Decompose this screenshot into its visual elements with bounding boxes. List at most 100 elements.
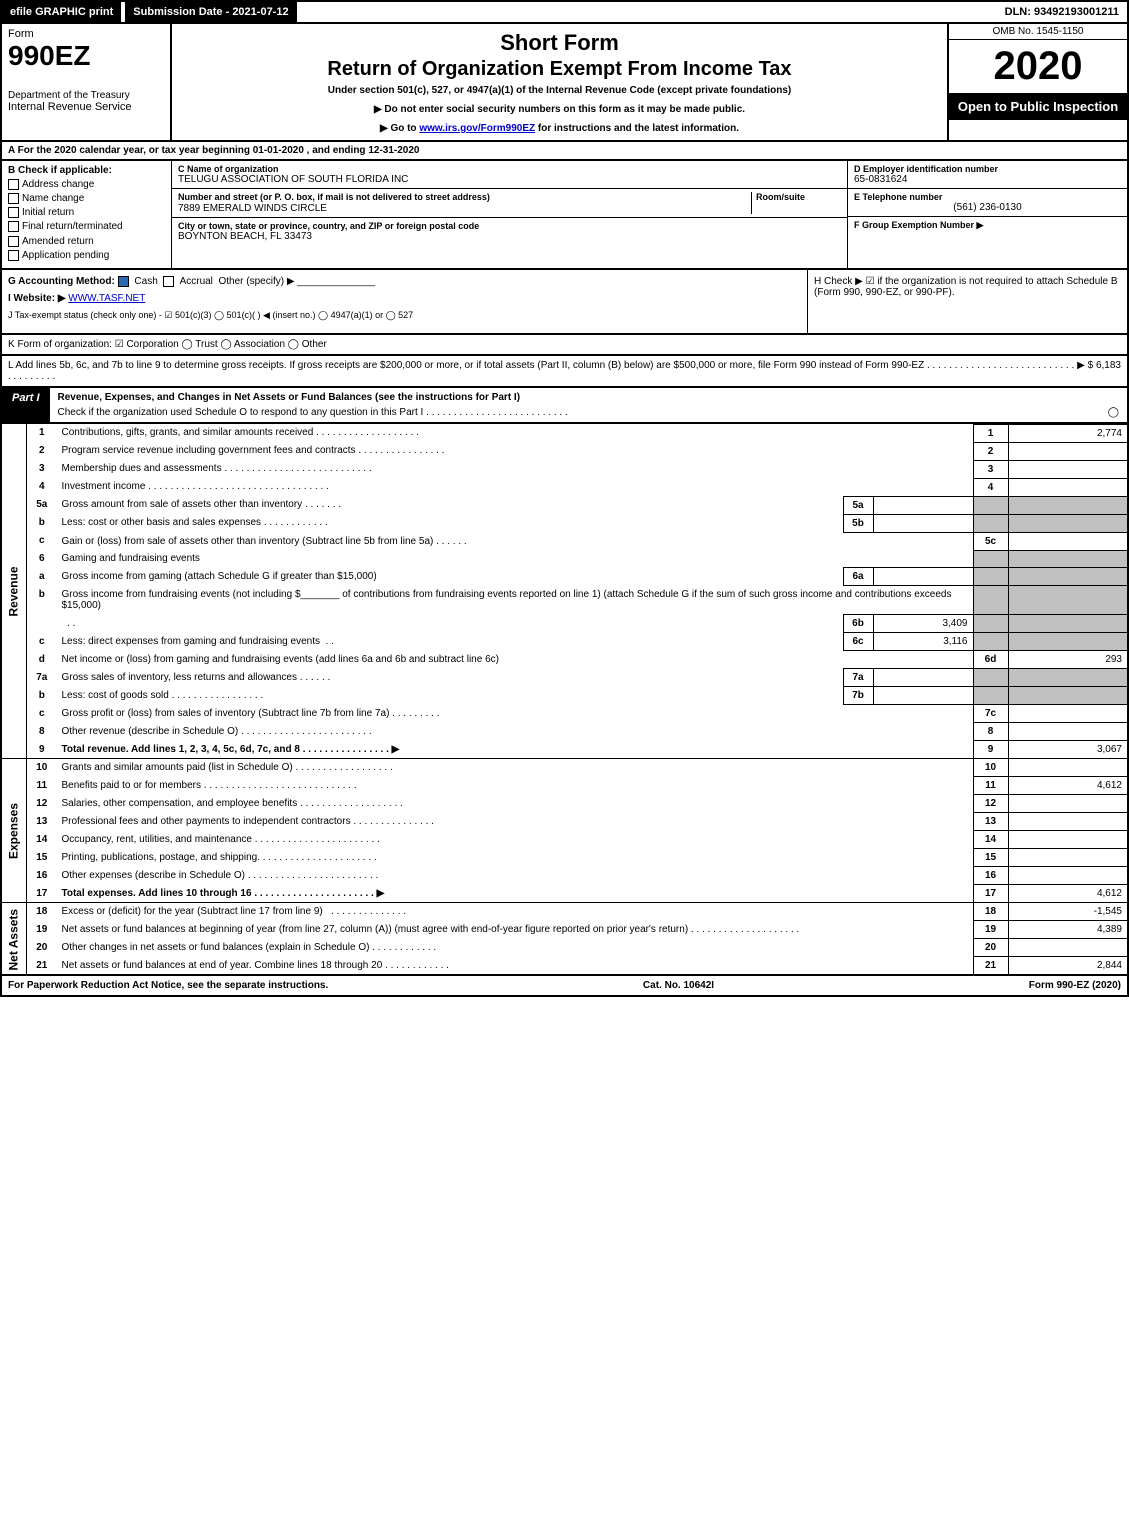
line-5c-val [1008, 532, 1128, 550]
column-c-org-info: C Name of organization TELUGU ASSOCIATIO… [172, 161, 847, 268]
line-4-val [1008, 478, 1128, 496]
title-return: Return of Organization Exempt From Incom… [182, 58, 937, 81]
line-18-val: -1,545 [1008, 903, 1128, 921]
subtitle: Under section 501(c), 527, or 4947(a)(1)… [182, 85, 937, 96]
form-header: Form 990EZ Department of the Treasury In… [0, 22, 1129, 142]
city-label: City or town, state or province, country… [178, 221, 841, 231]
cb-initial-return[interactable]: Initial return [8, 207, 165, 218]
irs-label: Internal Revenue Service [8, 101, 164, 113]
city-state-zip: BOYNTON BEACH, FL 33473 [178, 231, 841, 242]
cb-amended-return[interactable]: Amended return [8, 236, 165, 247]
part1-title: Revenue, Expenses, and Changes in Net As… [50, 388, 1127, 407]
col-b-header: B Check if applicable: [8, 165, 165, 176]
line-20-desc: Other changes in net assets or fund bala… [62, 942, 370, 953]
year-block: OMB No. 1545-1150 2020 Open to Public In… [947, 24, 1127, 140]
line-13-desc: Professional fees and other payments to … [62, 816, 351, 827]
line-3-desc: Membership dues and assessments [62, 463, 222, 474]
footer-mid: Cat. No. 10642I [643, 980, 714, 991]
top-bar: efile GRAPHIC print Submission Date - 20… [0, 0, 1129, 22]
line-6b-sub: 3,409 [873, 615, 973, 633]
line-9-desc: Total revenue. Add lines 1, 2, 3, 4, 5c,… [62, 744, 300, 755]
submission-date: Submission Date - 2021-07-12 [121, 2, 296, 22]
page-footer: For Paperwork Reduction Act Notice, see … [0, 976, 1129, 997]
line-8-desc: Other revenue (describe in Schedule O) [62, 726, 239, 737]
revenue-label: Revenue [1, 424, 27, 759]
efile-print-button[interactable]: efile GRAPHIC print [2, 2, 121, 22]
line-2-desc: Program service revenue including govern… [62, 445, 356, 456]
line-4-desc: Investment income [62, 481, 146, 492]
column-de: D Employer identification number 65-0831… [847, 161, 1127, 268]
cb-application-pending[interactable]: Application pending [8, 250, 165, 261]
line-7b-desc: Less: cost of goods sold [62, 690, 169, 701]
line-j: J Tax-exempt status (check only one) - ☑… [8, 310, 801, 321]
line-18-desc: Excess or (deficit) for the year (Subtra… [62, 906, 323, 917]
netassets-label: Net Assets [1, 903, 27, 976]
line-6-desc: Gaming and fundraising events [57, 550, 974, 568]
form-id-block: Form 990EZ Department of the Treasury In… [2, 24, 172, 140]
goto-post: for instructions and the latest informat… [535, 123, 739, 134]
line-10-val [1008, 759, 1128, 777]
line-16-desc: Other expenses (describe in Schedule O) [62, 870, 245, 881]
footer-left: For Paperwork Reduction Act Notice, see … [8, 980, 328, 991]
telephone: (561) 236-0130 [854, 202, 1121, 213]
cb-final-return[interactable]: Final return/terminated [8, 221, 165, 232]
line-17-desc: Total expenses. Add lines 10 through 16 [62, 888, 252, 899]
line-13-val [1008, 813, 1128, 831]
omb-number: OMB No. 1545-1150 [949, 24, 1127, 40]
cb-address-change[interactable]: Address change [8, 179, 165, 190]
line-6d-val: 293 [1008, 651, 1128, 669]
website-link[interactable]: WWW.TASF.NET [68, 293, 145, 304]
line-l-text: L Add lines 5b, 6c, and 7b to line 9 to … [8, 360, 1077, 382]
tax-year: 2020 [949, 40, 1127, 93]
room-suite-label: Room/suite [751, 192, 841, 214]
part1-lines-table: Revenue 1 Contributions, gifts, grants, … [0, 424, 1129, 977]
line-h: H Check ▶ ☑ if the organization is not r… [807, 270, 1127, 333]
open-public-inspection: Open to Public Inspection [949, 93, 1127, 120]
part1-check-line: Check if the organization used Schedule … [58, 407, 1108, 418]
line-11-desc: Benefits paid to or for members [62, 780, 202, 791]
line-7a-desc: Gross sales of inventory, less returns a… [62, 672, 297, 683]
line-19-val: 4,389 [1008, 921, 1128, 939]
line-k: K Form of organization: ☑ Corporation ◯ … [0, 335, 1129, 356]
form-number: 990EZ [8, 40, 164, 72]
line-7c-val [1008, 705, 1128, 723]
cb-name-change[interactable]: Name change [8, 193, 165, 204]
line-9-val: 3,067 [1008, 741, 1128, 759]
line-14-desc: Occupancy, rent, utilities, and maintena… [62, 834, 252, 845]
line-1-desc: Contributions, gifts, grants, and simila… [62, 427, 314, 438]
f-group-label: F Group Exemption Number ▶ [854, 220, 983, 230]
line-6a-sub [873, 568, 973, 586]
line-8-val [1008, 723, 1128, 741]
ghij-left: G Accounting Method: Cash Accrual Other … [2, 270, 807, 333]
irs-link[interactable]: www.irs.gov/Form990EZ [419, 123, 535, 134]
line-11-val: 4,612 [1008, 777, 1128, 795]
line-7c-desc: Gross profit or (loss) from sales of inv… [62, 708, 390, 719]
line-g: G Accounting Method: Cash Accrual Other … [8, 276, 801, 287]
line-16-val [1008, 867, 1128, 885]
line-6a-desc: Gross income from gaming (attach Schedul… [62, 571, 377, 582]
info-block: B Check if applicable: Address change Na… [0, 161, 1129, 270]
cb-cash[interactable] [118, 276, 129, 287]
department: Department of the Treasury [8, 90, 164, 101]
cb-accrual[interactable] [163, 276, 174, 287]
line-6c-desc: Less: direct expenses from gaming and fu… [62, 636, 320, 647]
line-1-val: 2,774 [1008, 424, 1128, 442]
street-address: 7889 EMERALD WINDS CIRCLE [178, 203, 327, 214]
line-10-desc: Grants and similar amounts paid (list in… [62, 762, 293, 773]
line-6d-desc: Net income or (loss) from gaming and fun… [62, 654, 499, 665]
line-3-val [1008, 460, 1128, 478]
form-label: Form [8, 28, 164, 40]
street-label: Number and street (or P. O. box, if mail… [178, 192, 490, 202]
part1-check-box[interactable]: ◯ [1108, 407, 1119, 418]
column-b-checkboxes: B Check if applicable: Address change Na… [2, 161, 172, 268]
goto-pre: ▶ Go to [380, 123, 419, 134]
line-19-desc: Net assets or fund balances at beginning… [62, 924, 689, 935]
part1-header: Part I Revenue, Expenses, and Changes in… [0, 388, 1129, 424]
dln: DLN: 93492193001211 [997, 2, 1127, 22]
form-title-block: Short Form Return of Organization Exempt… [172, 24, 947, 140]
line-l-amount: ▶ $ 6,183 [1077, 360, 1121, 382]
ssn-warning: ▶ Do not enter social security numbers o… [182, 104, 937, 115]
org-name: TELUGU ASSOCIATION OF SOUTH FLORIDA INC [178, 174, 841, 185]
d-ein-label: D Employer identification number [854, 164, 1121, 174]
ghij-block: G Accounting Method: Cash Accrual Other … [0, 270, 1129, 335]
